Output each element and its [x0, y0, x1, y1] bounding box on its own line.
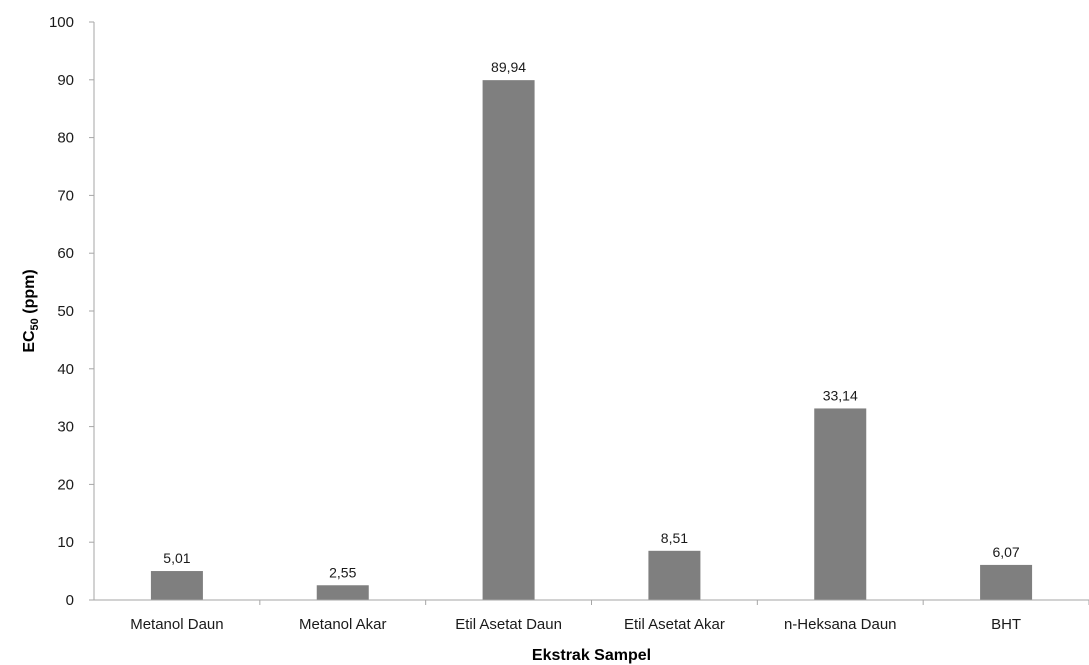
bar	[980, 564, 1033, 600]
x-tick-label: Etil Asetat Daun	[455, 616, 562, 633]
bar	[482, 80, 535, 601]
y-axis-title-unit: (ppm)	[21, 269, 38, 318]
y-tick-label: 60	[57, 245, 74, 262]
x-tick-label: Etil Asetat Akar	[624, 616, 725, 633]
bar	[150, 571, 203, 600]
y-tick-label: 0	[66, 592, 74, 609]
bars	[150, 80, 1033, 601]
y-tick-label: 90	[57, 72, 74, 89]
y-tick-label: 50	[57, 303, 74, 320]
y-tick-label: 20	[57, 476, 74, 493]
y-axis-title: EC50 (ppm)	[21, 269, 41, 352]
x-tick-label: Metanol Daun	[130, 616, 223, 633]
bar	[648, 550, 701, 600]
bar-data-label: 33,14	[823, 387, 858, 403]
x-tick-label: Metanol Akar	[299, 616, 387, 633]
data-labels: 5,01 2,55 89,94 8,51 33,14 6,07	[163, 59, 1020, 580]
bar-data-label: 89,94	[491, 59, 526, 75]
bar-data-label: 6,07	[992, 544, 1019, 560]
x-axis-ticks: Metanol Daun Metanol Akar Etil Asetat Daun…	[130, 600, 1089, 633]
y-tick-label: 100	[49, 14, 74, 31]
y-tick-label: 80	[57, 130, 74, 147]
x-axis-title: Ekstrak Sampel	[532, 647, 651, 664]
y-axis-ticks: 0 10 20 30 40 50 60 70 80 90 100	[49, 14, 94, 609]
bar	[814, 408, 867, 600]
y-tick-label: 10	[57, 534, 74, 551]
bar-data-label: 8,51	[661, 530, 688, 546]
y-tick-label: 70	[57, 187, 74, 204]
bar	[316, 585, 369, 600]
bar-data-label: 5,01	[163, 550, 190, 566]
x-tick-label: BHT	[991, 616, 1021, 633]
x-tick-label: n-Heksana Daun	[784, 616, 897, 633]
y-tick-label: 40	[57, 361, 74, 378]
y-axis-title-subscript: 50	[29, 318, 41, 330]
y-axis-title-main: EC	[21, 330, 38, 353]
y-tick-label: 30	[57, 419, 74, 436]
bar-data-label: 2,55	[329, 564, 356, 580]
